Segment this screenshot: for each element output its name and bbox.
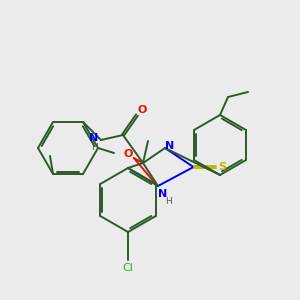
Text: H: H	[92, 143, 98, 152]
Text: S: S	[218, 162, 226, 172]
Text: O: O	[137, 105, 147, 115]
Text: O: O	[123, 149, 133, 159]
Text: N: N	[89, 133, 99, 143]
Text: N: N	[158, 189, 168, 199]
Text: Cl: Cl	[123, 263, 134, 273]
Text: N: N	[165, 141, 175, 151]
Text: H: H	[166, 196, 172, 206]
